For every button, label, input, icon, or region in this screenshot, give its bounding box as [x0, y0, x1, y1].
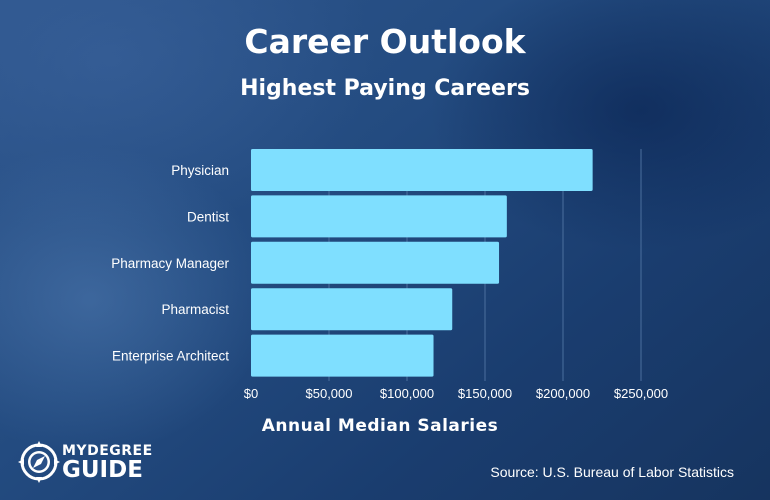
category-label: Pharmacist: [161, 302, 229, 317]
category-label: Enterprise Architect: [112, 349, 229, 364]
category-label: Physician: [171, 163, 229, 178]
bar: [251, 288, 453, 331]
category-label-layer: Physician Dentist Pharmacy Manager Pharmaci…: [111, 163, 229, 364]
category-label: Pharmacy Manager: [111, 256, 229, 271]
x-tick-label: $250,000: [614, 386, 668, 401]
chart-subtitle: Highest Paying Careers: [240, 76, 530, 101]
x-tick-label: $150,000: [458, 386, 512, 401]
logo-wordmark-bottom: GUIDE: [62, 457, 143, 483]
chart-title: Career Outlook: [244, 22, 526, 61]
bar: [251, 149, 593, 191]
x-tick-label: $50,000: [306, 386, 353, 401]
bar-layer: [251, 149, 593, 377]
compass-icon: [18, 441, 60, 483]
bar: [251, 334, 434, 377]
x-tick-label: $100,000: [380, 386, 434, 401]
source-note: Source: U.S. Bureau of Labor Statistics: [490, 464, 734, 480]
mydegreeguide-logo: MYDEGREE GUIDE: [18, 440, 158, 484]
tick-label-layer: $0 $50,000 $100,000 $150,000 $200,000 $250,00…: [244, 386, 668, 401]
x-tick-label: $200,000: [536, 386, 590, 401]
logo-wordmark-top: MYDEGREE: [62, 443, 153, 459]
category-label: Dentist: [187, 209, 229, 224]
x-axis-label: Annual Median Salaries: [261, 416, 499, 436]
x-tick-label: $0: [244, 386, 258, 401]
bar: [251, 241, 500, 284]
bar: [251, 195, 507, 238]
